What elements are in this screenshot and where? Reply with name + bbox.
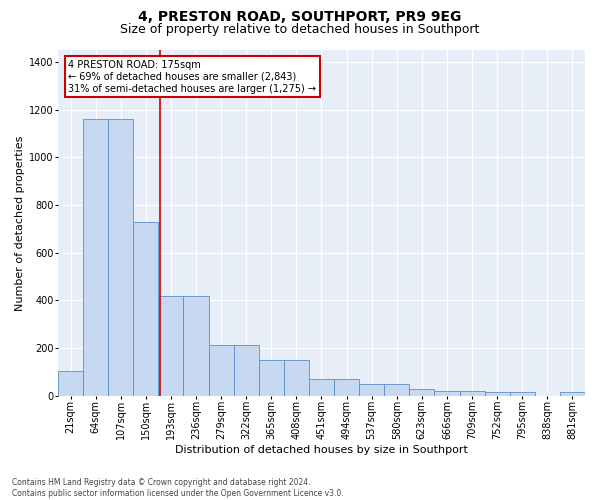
Bar bbox=[184, 296, 209, 396]
Text: Contains HM Land Registry data © Crown copyright and database right 2024.
Contai: Contains HM Land Registry data © Crown c… bbox=[12, 478, 344, 498]
X-axis label: Distribution of detached houses by size in Southport: Distribution of detached houses by size … bbox=[175, 445, 468, 455]
Text: Size of property relative to detached houses in Southport: Size of property relative to detached ho… bbox=[121, 22, 479, 36]
Bar bbox=[485, 392, 510, 396]
Bar bbox=[309, 379, 334, 396]
Bar bbox=[384, 384, 409, 396]
Bar bbox=[158, 296, 184, 396]
Bar bbox=[560, 392, 585, 396]
Bar bbox=[233, 344, 259, 396]
Bar bbox=[434, 392, 460, 396]
Bar bbox=[259, 360, 284, 396]
Bar bbox=[460, 392, 485, 396]
Bar bbox=[334, 379, 359, 396]
Bar bbox=[133, 222, 158, 396]
Text: 4 PRESTON ROAD: 175sqm
← 69% of detached houses are smaller (2,843)
31% of semi-: 4 PRESTON ROAD: 175sqm ← 69% of detached… bbox=[68, 60, 316, 94]
Bar bbox=[409, 388, 434, 396]
Bar bbox=[83, 119, 108, 396]
Bar bbox=[359, 384, 384, 396]
Bar bbox=[209, 344, 233, 396]
Bar bbox=[108, 119, 133, 396]
Y-axis label: Number of detached properties: Number of detached properties bbox=[15, 135, 25, 310]
Text: 4, PRESTON ROAD, SOUTHPORT, PR9 9EG: 4, PRESTON ROAD, SOUTHPORT, PR9 9EG bbox=[139, 10, 461, 24]
Bar bbox=[510, 392, 535, 396]
Bar bbox=[58, 370, 83, 396]
Bar bbox=[284, 360, 309, 396]
